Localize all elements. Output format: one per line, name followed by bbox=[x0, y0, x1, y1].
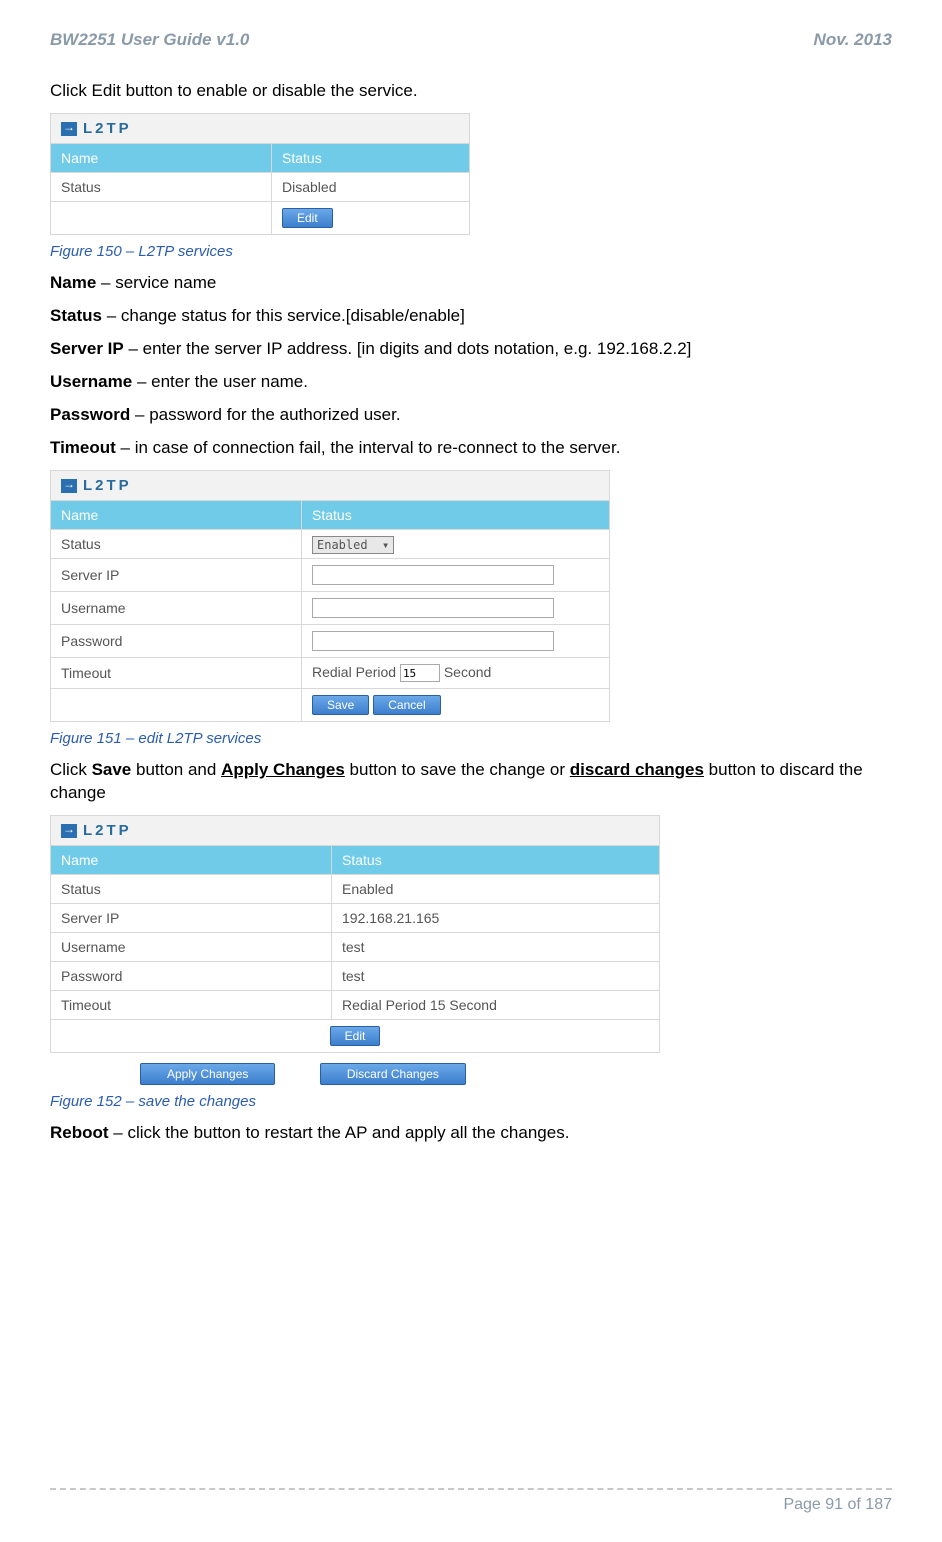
col-status-header: Status bbox=[302, 500, 610, 529]
row-password-label: Password bbox=[51, 624, 302, 657]
arrow-icon bbox=[61, 824, 77, 838]
row-timeout-value: Redial Period Second bbox=[302, 657, 610, 689]
cell-value: test bbox=[332, 961, 660, 990]
status-select[interactable]: Enabled ▾ bbox=[312, 536, 394, 554]
def-username: Username – enter the user name. bbox=[50, 371, 892, 394]
figure-caption-151: Figure 151 – edit L2TP services bbox=[50, 730, 892, 747]
edit-button[interactable]: Edit bbox=[282, 208, 333, 228]
def-password: Password – password for the authorized u… bbox=[50, 404, 892, 427]
def-name: Name – service name bbox=[50, 272, 892, 295]
row-status-value: Enabled ▾ bbox=[302, 529, 610, 558]
figure-caption-152: Figure 152 – save the changes bbox=[50, 1093, 892, 1110]
cell-label: Server IP bbox=[51, 903, 332, 932]
cell-status-value: Disabled bbox=[272, 172, 470, 201]
row-status-label: Status bbox=[51, 529, 302, 558]
def-timeout: Timeout – in case of connection fail, th… bbox=[50, 437, 892, 460]
row-username-label: Username bbox=[51, 591, 302, 624]
username-input[interactable] bbox=[312, 598, 554, 618]
discard-changes-button[interactable]: Discard Changes bbox=[320, 1063, 466, 1085]
l2tp-table-edit: L2TP Name Status Status Enabled ▾ Server… bbox=[50, 470, 610, 723]
cell-value: 192.168.21.165 bbox=[332, 903, 660, 932]
l2tp-title-bar: L2TP bbox=[51, 815, 660, 845]
col-status-header: Status bbox=[332, 845, 660, 874]
arrow-icon bbox=[61, 479, 77, 493]
cancel-button[interactable]: Cancel bbox=[373, 695, 440, 715]
page-header: BW2251 User Guide v1.0 Nov. 2013 bbox=[50, 30, 892, 50]
timeout-input[interactable] bbox=[400, 664, 440, 682]
intro-text: Click Edit button to enable or disable t… bbox=[50, 80, 892, 103]
figure-caption-150: Figure 150 – L2TP services bbox=[50, 243, 892, 260]
def-reboot: Reboot – click the button to restart the… bbox=[50, 1122, 892, 1145]
cell-label: Status bbox=[51, 874, 332, 903]
cell-status-label: Status bbox=[51, 172, 272, 201]
edit-button-cell: Edit bbox=[272, 201, 470, 234]
cell-value: Enabled bbox=[332, 874, 660, 903]
save-button[interactable]: Save bbox=[312, 695, 369, 715]
cell-label: Timeout bbox=[51, 990, 332, 1019]
cell-label: Password bbox=[51, 961, 332, 990]
header-left: BW2251 User Guide v1.0 bbox=[50, 30, 249, 50]
col-name-header: Name bbox=[51, 845, 332, 874]
cell-label: Username bbox=[51, 932, 332, 961]
l2tp-title-bar: L2TP bbox=[51, 470, 610, 500]
l2tp-table-disabled: L2TP Name Status Status Disabled Edit bbox=[50, 113, 470, 235]
col-name-header: Name bbox=[51, 143, 272, 172]
def-serverip: Server IP – enter the server IP address.… bbox=[50, 338, 892, 361]
row-timeout-label: Timeout bbox=[51, 657, 302, 689]
l2tp-table-saved: L2TP Name Status StatusEnabled Server IP… bbox=[50, 815, 660, 1053]
def-status: Status – change status for this service.… bbox=[50, 305, 892, 328]
action-buttons-row: Apply Changes Discard Changes bbox=[50, 1063, 892, 1085]
header-right: Nov. 2013 bbox=[814, 30, 892, 50]
save-instruction: Click Save button and Apply Changes butt… bbox=[50, 759, 892, 805]
l2tp-title-bar: L2TP bbox=[51, 113, 470, 143]
serverip-input[interactable] bbox=[312, 565, 554, 585]
col-name-header: Name bbox=[51, 500, 302, 529]
cell-value: Redial Period 15 Second bbox=[332, 990, 660, 1019]
col-status-header: Status bbox=[272, 143, 470, 172]
arrow-icon bbox=[61, 122, 77, 136]
page-footer: Page 91 of 187 bbox=[50, 1488, 892, 1514]
password-input[interactable] bbox=[312, 631, 554, 651]
apply-changes-button[interactable]: Apply Changes bbox=[140, 1063, 275, 1085]
edit-button[interactable]: Edit bbox=[330, 1026, 381, 1046]
edit-button-cell: Edit bbox=[51, 1019, 660, 1052]
save-cancel-cell: Save Cancel bbox=[302, 689, 610, 722]
cell-value: test bbox=[332, 932, 660, 961]
row-serverip-label: Server IP bbox=[51, 558, 302, 591]
